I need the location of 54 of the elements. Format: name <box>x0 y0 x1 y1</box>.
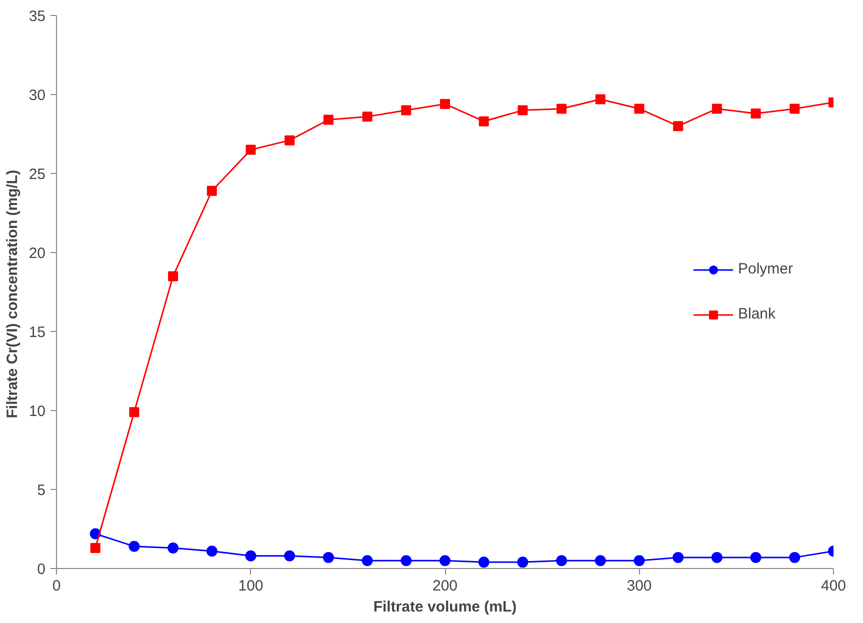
point <box>673 121 684 132</box>
x-tick-label: 400 <box>820 578 846 594</box>
y-tick-label: 15 <box>28 324 46 341</box>
legend-label: Polymer <box>738 260 793 278</box>
point <box>595 94 606 104</box>
x-tick-label: 200 <box>432 578 458 594</box>
point <box>556 555 568 566</box>
point <box>711 552 722 563</box>
point <box>672 552 684 563</box>
y-tick-label: 35 <box>28 8 46 25</box>
x-tick-label: 100 <box>238 578 264 594</box>
point <box>789 552 800 563</box>
point <box>750 552 762 563</box>
y-tick-label: 25 <box>28 166 46 183</box>
x-tick-label: 300 <box>626 578 652 594</box>
point <box>440 555 450 566</box>
point <box>634 104 644 114</box>
x-tick-label: 0 <box>52 578 61 594</box>
point <box>712 104 722 114</box>
y-tick-label: 30 <box>28 87 46 104</box>
y-tick-label: 10 <box>28 403 46 420</box>
point <box>128 540 140 552</box>
point <box>790 104 800 114</box>
point <box>246 144 256 155</box>
point <box>517 556 528 568</box>
point <box>478 116 489 126</box>
point <box>284 135 295 146</box>
y-tick-label: 20 <box>28 245 46 262</box>
point <box>401 105 412 116</box>
point <box>206 186 217 196</box>
point <box>284 550 296 562</box>
y-axis-title: Filtrate Cr(VI) concentration (mg/L) <box>4 170 21 418</box>
point <box>556 104 567 114</box>
legend-label: Blank <box>738 306 776 322</box>
point <box>518 105 528 116</box>
point <box>750 108 761 118</box>
point <box>440 98 450 109</box>
point <box>168 271 178 282</box>
point <box>129 407 140 418</box>
point <box>362 555 373 566</box>
point <box>168 542 179 554</box>
y-tick-label: 0 <box>37 561 46 578</box>
x-axis-title: Filtrate volume (mL) <box>373 598 517 616</box>
point <box>594 555 606 566</box>
point <box>90 542 100 553</box>
y-tick-label: 5 <box>37 482 46 499</box>
point <box>634 555 645 566</box>
point <box>400 555 412 566</box>
point <box>245 550 256 562</box>
point <box>322 552 334 563</box>
point <box>478 556 490 568</box>
point <box>323 114 334 125</box>
point <box>362 112 372 122</box>
point <box>206 546 218 557</box>
